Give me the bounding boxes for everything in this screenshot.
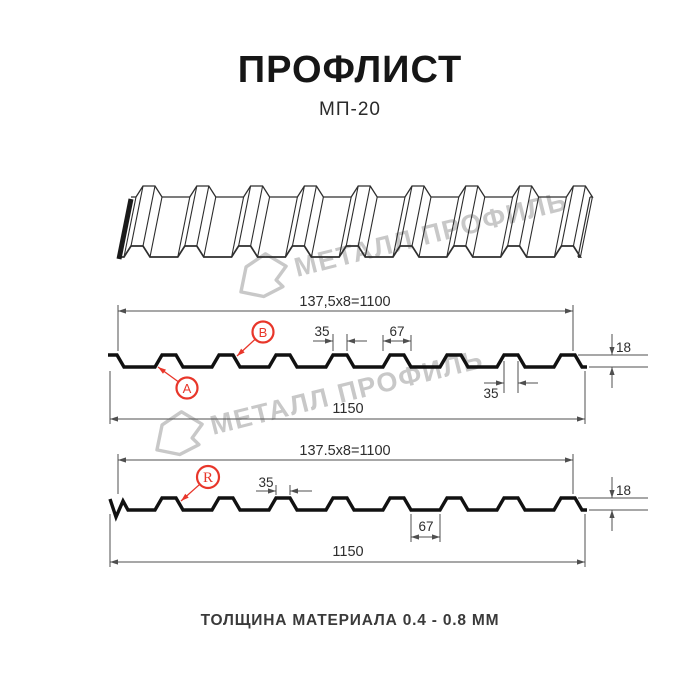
arrowhead xyxy=(432,534,440,540)
arrowhead xyxy=(565,457,573,463)
arrowhead xyxy=(565,308,573,314)
arrowhead xyxy=(118,457,126,463)
sheet-near-edge xyxy=(119,245,582,258)
rib-connector-line xyxy=(231,196,245,258)
sheet-3d-view xyxy=(116,185,594,260)
arrowhead xyxy=(577,416,585,422)
arrowhead xyxy=(181,493,189,501)
sheet-right-edge xyxy=(577,196,591,258)
material-thickness-note: ТОЛЩИНА МАТЕРИАЛА 0.4 - 0.8 ММ xyxy=(200,612,500,629)
rib-connector-line xyxy=(238,185,252,247)
p2-dim-height-text: 18 xyxy=(616,483,631,498)
rib-connector-line xyxy=(526,196,540,258)
arrowhead xyxy=(383,338,391,344)
rib-connector-line xyxy=(418,196,432,258)
rib-connector-line xyxy=(553,196,567,258)
rib-connector-line xyxy=(196,185,210,247)
p1-dim-total-text: 1150 xyxy=(332,401,363,417)
arrowhead xyxy=(518,380,526,386)
rib-connector-line xyxy=(142,185,156,247)
rib-connector-line xyxy=(177,196,191,258)
p1-dim-rib-top-text: 35 xyxy=(314,324,329,339)
rib-connector-line xyxy=(560,185,574,247)
arrowhead xyxy=(237,348,245,356)
label-circle xyxy=(175,376,199,400)
sheet-cut-edge xyxy=(116,198,134,260)
p2-dim-pan-text: 67 xyxy=(418,519,433,534)
header: ПРОФЛИСТ МП-20 xyxy=(0,49,700,121)
rib-connector-line xyxy=(572,185,586,247)
watermark-stamp-2: МЕТАЛЛ ПРОФИЛЬ xyxy=(155,344,487,457)
label-circle xyxy=(251,320,275,344)
rib-connector-line xyxy=(284,196,298,258)
arrowhead xyxy=(411,534,419,540)
rib-connector-line xyxy=(291,185,305,247)
profile-1-path xyxy=(108,353,587,369)
sheet-far-edge xyxy=(131,185,594,198)
rib-connector-line xyxy=(184,185,198,247)
arrowhead xyxy=(325,338,333,344)
arrowhead xyxy=(577,559,585,565)
p1-label-a: A xyxy=(183,381,192,396)
page-subtitle: МП-20 xyxy=(319,98,381,120)
p1-dim-height-text: 18 xyxy=(616,340,631,355)
p2-dim-total-text: 1150 xyxy=(332,544,363,560)
profile-2-cross-section: 137.5x8=1100 35 67 18 1150 R xyxy=(108,443,648,567)
rib-connector-line xyxy=(310,196,324,258)
rib-connector-line xyxy=(303,185,317,247)
arrowhead xyxy=(609,367,615,375)
page-title: ПРОФЛИСТ xyxy=(237,49,463,91)
rib-connector-line xyxy=(257,196,271,258)
rib-connector-line xyxy=(203,196,217,258)
label-circle xyxy=(195,464,221,490)
p1-dim-rib-base-text: 67 xyxy=(389,324,404,339)
rib-connector-line xyxy=(446,196,460,258)
arrowhead xyxy=(609,510,615,518)
arrowhead xyxy=(290,488,298,494)
rib-connector-line xyxy=(500,196,514,258)
rib-connector-line xyxy=(507,185,521,247)
rib-connector-line xyxy=(579,196,593,258)
arrowhead xyxy=(403,338,411,344)
arrowhead xyxy=(268,488,276,494)
rib-connector-line xyxy=(399,185,413,247)
rib-connector-line xyxy=(411,185,425,247)
arrowhead xyxy=(609,347,615,355)
metall-profil-logo-icon xyxy=(155,410,204,457)
p1-dim-rib-top-2-text: 35 xyxy=(483,386,498,401)
metall-profil-logo-icon xyxy=(239,252,288,299)
arrowhead xyxy=(110,416,118,422)
rib-connector-line xyxy=(123,196,137,258)
rib-connector-line xyxy=(250,185,264,247)
p2-dim-period-text: 137.5x8=1100 xyxy=(299,443,390,459)
rib-connector-line xyxy=(465,185,479,247)
rib-connector-line xyxy=(364,196,378,258)
rib-connector-line xyxy=(472,196,486,258)
arrowhead xyxy=(496,380,504,386)
arrowhead xyxy=(118,308,126,314)
rib-connector-line xyxy=(345,185,359,247)
rib-connector-line xyxy=(357,185,371,247)
arrowhead xyxy=(347,338,355,344)
p1-dim-period-text: 137,5x8=1100 xyxy=(299,294,390,310)
rib-connector-line xyxy=(338,196,352,258)
profile-2-path xyxy=(108,496,587,522)
rib-connector-line xyxy=(130,185,144,247)
arrowhead xyxy=(158,367,167,374)
rib-connector-line xyxy=(392,196,406,258)
p1-label-b: B xyxy=(259,325,268,340)
p2-dim-rib-top-text: 35 xyxy=(258,475,273,490)
rib-connector-line xyxy=(453,185,467,247)
arrowhead xyxy=(110,559,118,565)
arrowhead xyxy=(609,490,615,498)
p2-label-r: R xyxy=(203,470,213,486)
rib-connector-line xyxy=(149,196,163,258)
profile-1-cross-section: 137,5x8=1100 35 67 18 35 1150 A B xyxy=(108,294,648,424)
rib-connector-line xyxy=(519,185,533,247)
